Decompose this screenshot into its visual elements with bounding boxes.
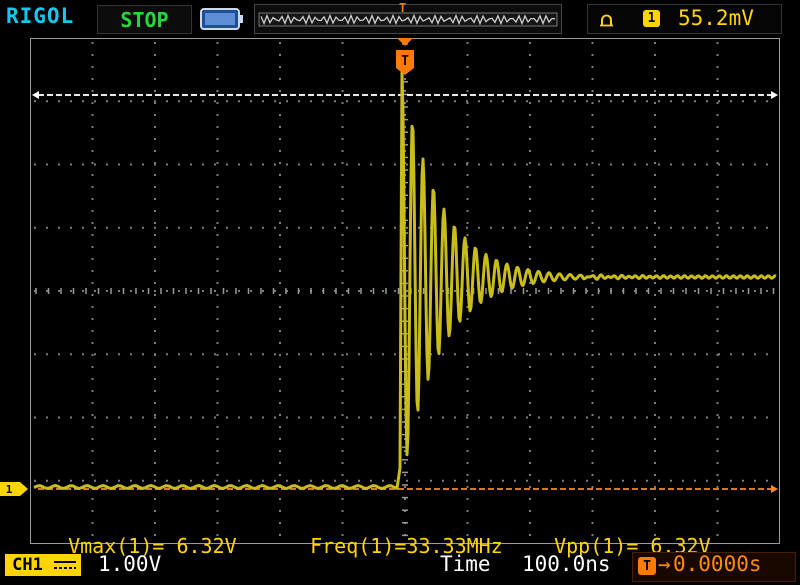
- trigger-offset-value: 0.0000s: [673, 552, 762, 576]
- timebase-display[interactable]: Time 100.0ns: [440, 552, 625, 580]
- ch1-waveform-trace: [33, 70, 777, 490]
- trigger-level-right-arrow: [771, 91, 778, 99]
- memory-depth-bar[interactable]: T: [254, 1, 562, 34]
- brand-logo: RIGOL: [6, 4, 75, 28]
- ch1-marker-label: 1: [6, 483, 13, 496]
- measurement-freq-value: =33.33MHz: [394, 534, 503, 558]
- measurement-freq-label: Freq(1): [310, 534, 395, 558]
- trigger-offset-badge: T: [638, 557, 656, 575]
- rising-edge-icon: ⩍: [600, 7, 613, 31]
- measurement-vmax: Vmax(1)= 6.32V: [44, 510, 237, 558]
- measurement-vmax-value: = 6.32V: [152, 534, 237, 558]
- trigger-source-badge: 1: [643, 10, 660, 27]
- measurement-vpp: Vpp(1)= 6.32V: [530, 510, 711, 558]
- dc-coupling-icon: [54, 561, 76, 569]
- arrow-right-icon: →: [658, 552, 671, 576]
- timebase-value: 100.0ns: [522, 552, 611, 576]
- run-stop-status[interactable]: STOP: [97, 5, 192, 34]
- measurement-vpp-label: Vpp(1): [554, 534, 627, 558]
- trigger-position-marker[interactable]: T: [395, 38, 415, 76]
- ch1-volts-per-div: 1.00V: [98, 552, 162, 576]
- trigger-status[interactable]: ⩍ 1 55.2mV: [587, 4, 782, 34]
- trigger-level: 55.2mV: [678, 6, 754, 30]
- measurement-vmax-label: Vmax(1): [68, 534, 153, 558]
- waveform-display[interactable]: [30, 38, 780, 544]
- ch1-label: CH1: [12, 555, 43, 575]
- memory-trigger-marker: T: [399, 1, 407, 15]
- ch1-offset-marker[interactable]: 1: [0, 481, 30, 497]
- battery-icon: [200, 8, 243, 30]
- trigger-position-label: T: [401, 54, 409, 69]
- trigger-offset-display[interactable]: T → 0.0000s: [632, 552, 796, 582]
- trigger-level-left-arrow: [32, 91, 39, 99]
- ch1-ground-right-arrow: [771, 485, 778, 493]
- timebase-label: Time: [440, 552, 491, 576]
- measurement-freq: Freq(1)=33.33MHz: [286, 510, 503, 558]
- ch1-button[interactable]: CH1: [5, 554, 81, 576]
